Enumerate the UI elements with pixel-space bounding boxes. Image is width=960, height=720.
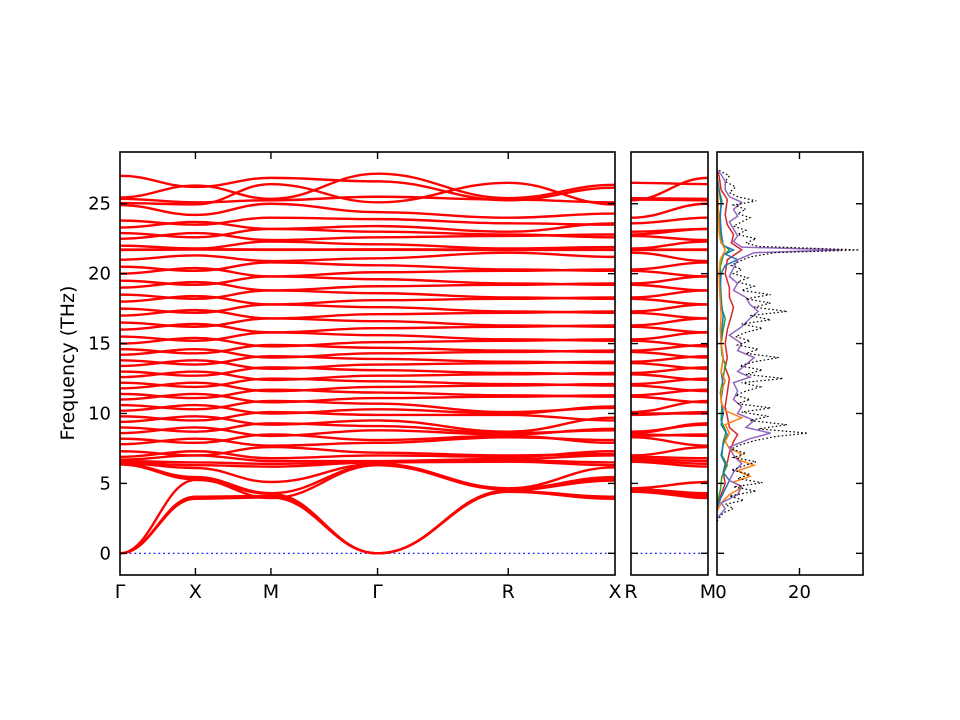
y-tick-label: 0 [100, 543, 111, 564]
total-dos [717, 168, 860, 522]
kpoint-label: Γ [115, 581, 126, 603]
kpoint-label: M [700, 581, 716, 603]
y-tick-label: 20 [88, 264, 111, 285]
kpoint-label: X [189, 581, 202, 603]
kpoint-label: Γ [372, 581, 383, 603]
axes-frames [119, 151, 864, 576]
kpoint-label: R [502, 581, 515, 603]
dos-x-tick-label: 0 [715, 582, 726, 603]
dos-curves [717, 168, 860, 522]
kpoint-label: X [608, 581, 621, 603]
band-lines-rm [631, 176, 708, 500]
kpoint-label: M [263, 581, 279, 603]
partial-dos-red [717, 169, 744, 507]
y-tick-label: 15 [88, 334, 111, 355]
y-tick-label: 10 [88, 403, 111, 424]
kpoint-label: R [624, 581, 637, 603]
partial-dos-purple [717, 169, 841, 519]
tick-marks [120, 152, 863, 575]
dos-x-tick-label: 20 [788, 582, 811, 603]
band-lines-main [120, 172, 615, 555]
y-tick-label: 5 [100, 473, 111, 494]
y-tick-label: 25 [88, 194, 111, 215]
